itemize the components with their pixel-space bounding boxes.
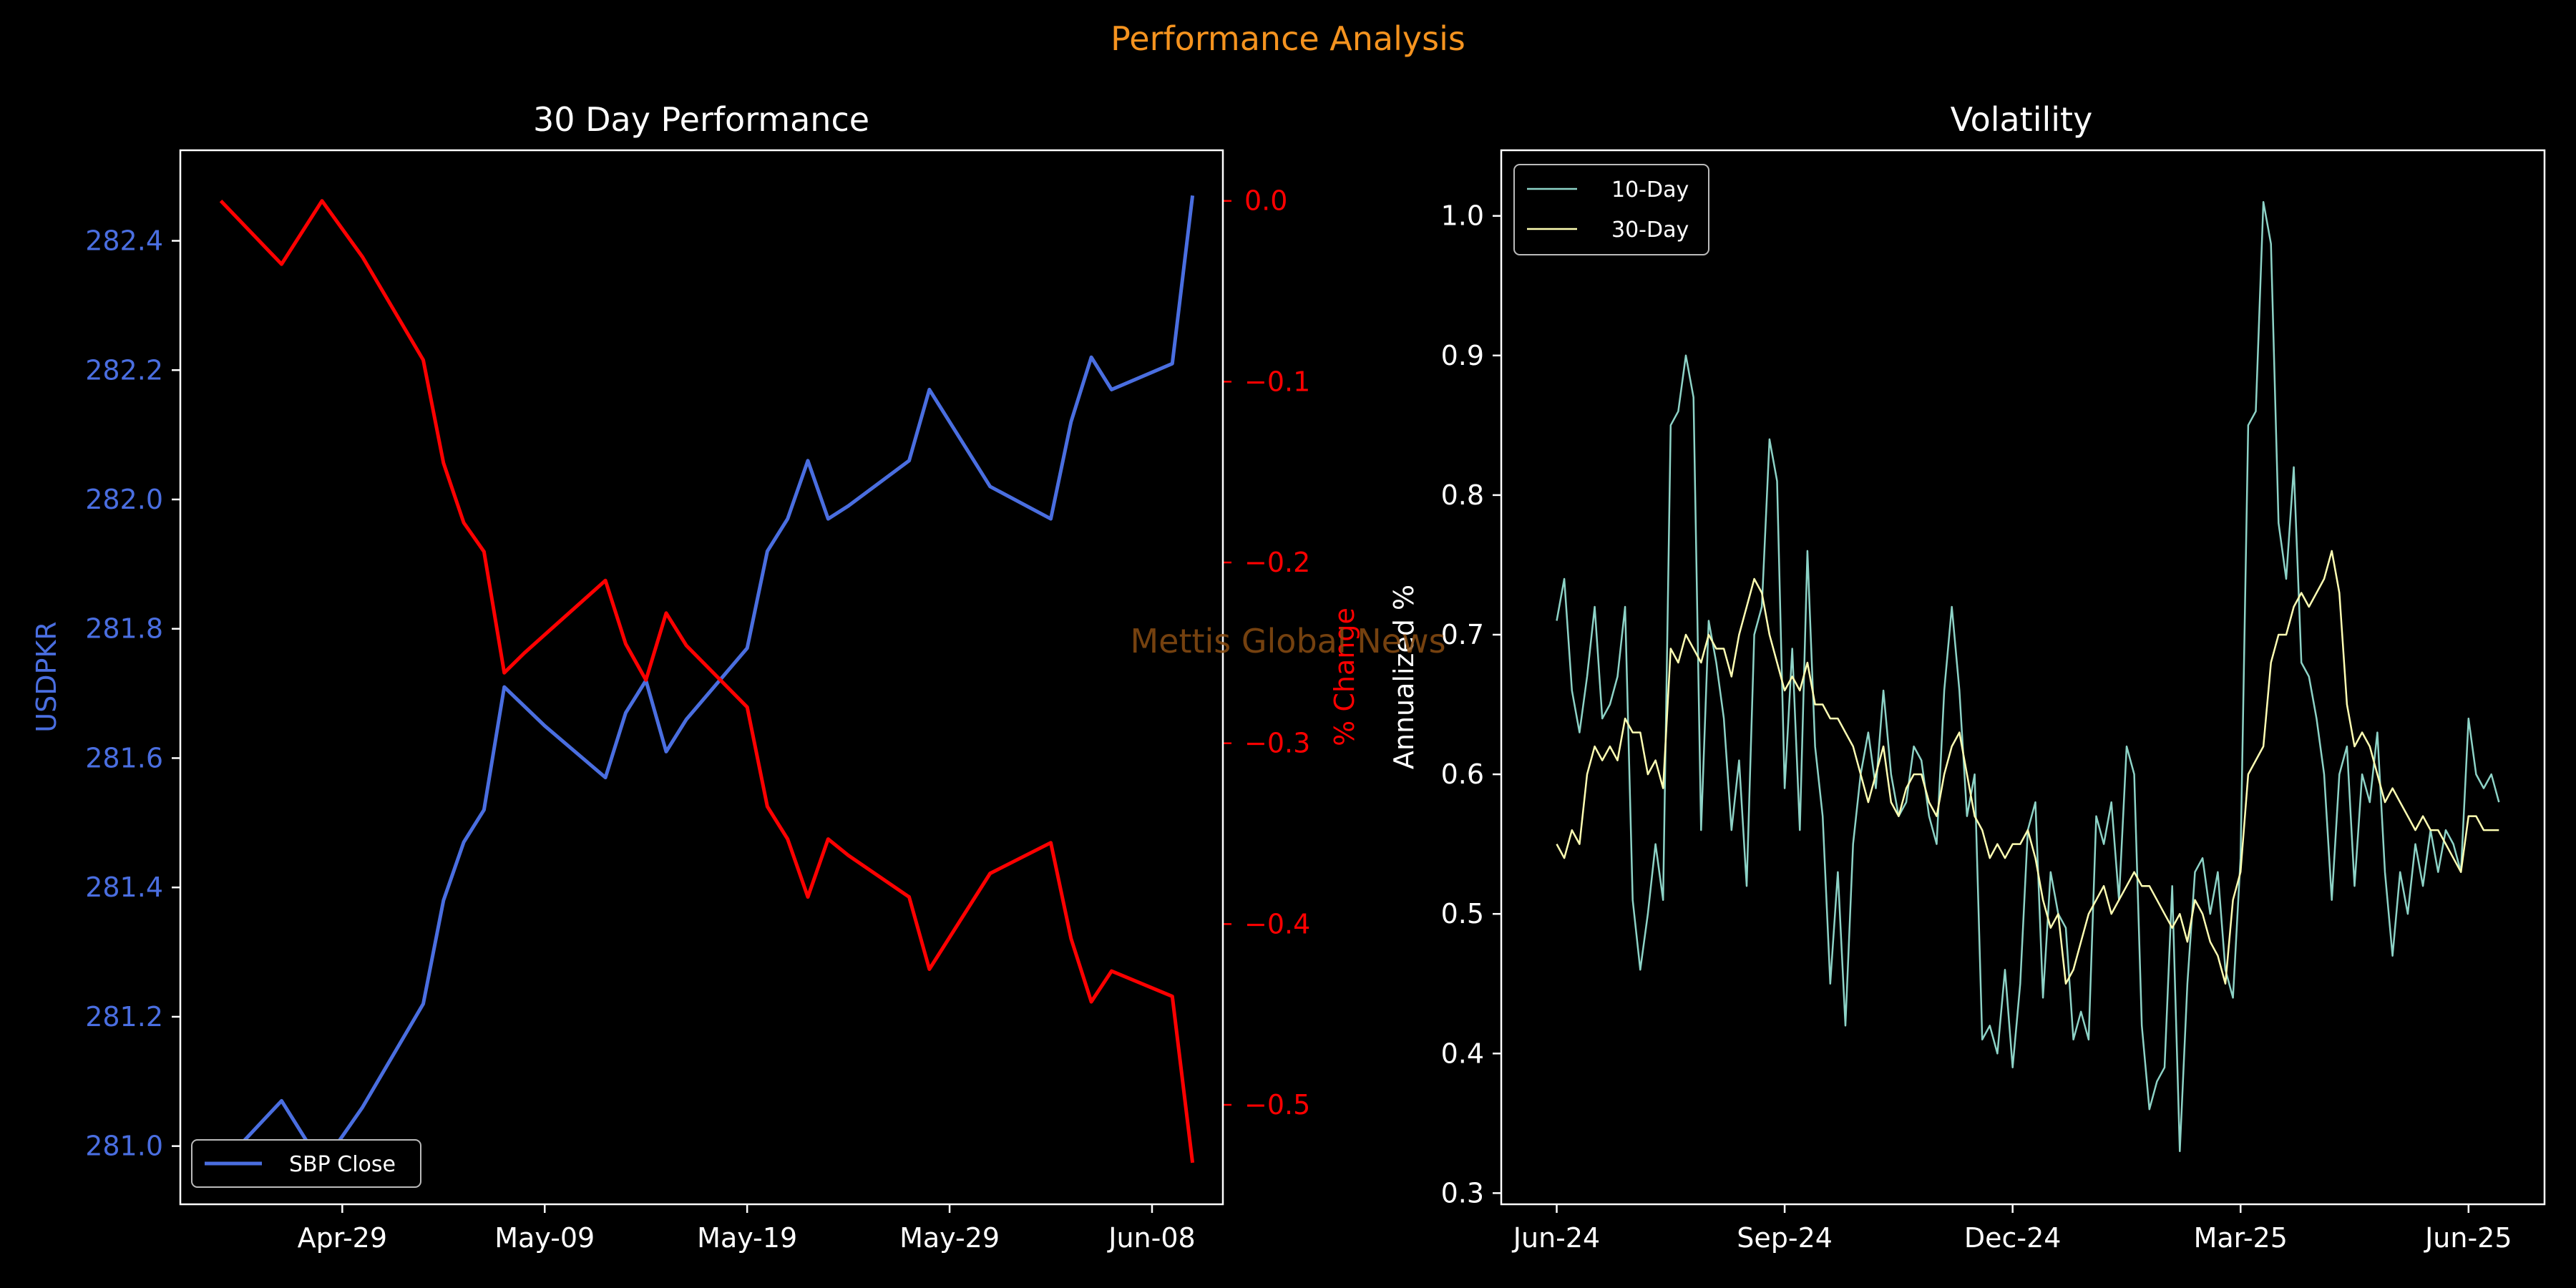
y-axis-label-usdpkr: USDPKR: [31, 621, 62, 732]
x-tick-label: May-09: [494, 1222, 595, 1254]
x-tick-label: Sep-24: [1737, 1222, 1833, 1254]
series-line-pct-change: [219, 199, 1195, 1163]
watermark: Mettis Global News: [1130, 622, 1445, 660]
y-tick-label: 281.4: [85, 872, 163, 903]
y-tick-label: 0.7: [1441, 619, 1484, 650]
y-tick-label: 0.8: [1441, 479, 1484, 511]
y-axis-label-annualized: Annualized %: [1388, 585, 1420, 769]
legend-entry-30-day: 30-Day: [1611, 218, 1689, 243]
performance-axes-frame: [179, 149, 1224, 1206]
y-right-tick-label: −0.3: [1244, 728, 1310, 759]
x-tick-label: May-29: [899, 1222, 1000, 1254]
legend-box: [1513, 164, 1709, 255]
legend-entry-sbp-close: SBP Close: [289, 1152, 396, 1177]
y-tick-label: 0.4: [1441, 1038, 1484, 1069]
legend-volatility: 10-Day 30-Day: [1513, 164, 1709, 255]
y-right-tick-label: 0.0: [1244, 185, 1287, 217]
legend-box: [191, 1139, 421, 1188]
y-tick-label: 281.8: [85, 613, 163, 645]
y-tick-label: 281.0: [85, 1131, 163, 1162]
x-tick-label: Jun-25: [2424, 1222, 2512, 1254]
figure-suptitle: Performance Analysis: [1111, 19, 1465, 58]
y-axis-label-pct-change: % Change: [1329, 608, 1360, 746]
y-right-tick-label: −0.4: [1244, 908, 1310, 940]
y-tick-label: 282.2: [85, 354, 163, 386]
x-tick-label: Apr-29: [298, 1222, 387, 1254]
performance-chart: 30 Day Performance Apr-29 May-09 May-19 May…: [31, 100, 1360, 1254]
y-tick-label: 282.0: [85, 484, 163, 515]
legend-performance: SBP Close: [191, 1139, 421, 1188]
x-tick-label: May-19: [697, 1222, 797, 1254]
y-tick-label: 0.9: [1441, 340, 1484, 371]
y-right-tick-label: −0.5: [1244, 1089, 1310, 1121]
legend-entry-10-day: 10-Day: [1611, 177, 1689, 203]
chart-title-volatility: Volatility: [1951, 100, 2093, 139]
y-tick-label: 1.0: [1441, 200, 1484, 232]
volatility-chart: Volatility Jun-24 Sep-24 Dec-24 Mar-25 Jun-2…: [1388, 100, 2546, 1254]
x-tick-label: Mar-25: [2194, 1222, 2288, 1254]
series-line-sbp-close: [219, 195, 1195, 1168]
y-tick-label: 281.6: [85, 742, 163, 774]
chart-title-performance: 30 Day Performance: [533, 100, 869, 139]
y-tick-label: 281.2: [85, 1001, 163, 1033]
series-line-30-day: [1556, 550, 2499, 985]
y-tick-label: 0.6: [1441, 758, 1484, 790]
y-tick-label: 0.5: [1441, 898, 1484, 930]
y-right-tick-label: −0.1: [1244, 366, 1310, 397]
y-tick-label: 282.4: [85, 225, 163, 257]
x-tick-label: Jun-24: [1512, 1222, 1600, 1254]
y-right-tick-label: −0.2: [1244, 547, 1310, 578]
x-tick-label: Dec-24: [1964, 1222, 2062, 1254]
volatility-axes-frame: [1500, 149, 2546, 1206]
y-tick-label: 0.3: [1441, 1177, 1484, 1209]
x-tick-label: Jun-08: [1107, 1222, 1195, 1254]
